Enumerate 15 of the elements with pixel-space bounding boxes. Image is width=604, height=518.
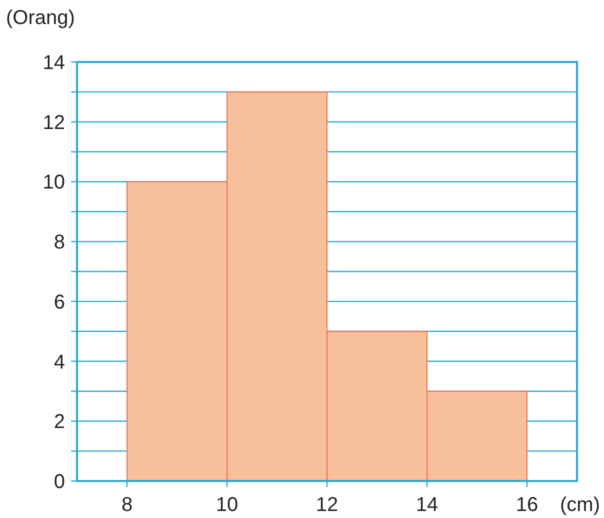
y-tick-label: 12	[42, 112, 65, 134]
y-tick-label: 6	[54, 291, 65, 314]
x-tick-label: 8	[121, 494, 133, 516]
y-tick-label: 4	[54, 351, 65, 374]
y-tick-label: 8	[54, 232, 65, 254]
y-tick-label: 14	[42, 52, 65, 74]
y-tick-label: 10	[42, 172, 65, 194]
y-axis-title: (Orang)	[6, 7, 75, 29]
y-tick-label: 0	[54, 471, 65, 493]
x-tick-label: 14	[416, 494, 438, 516]
x-tick-label: 10	[216, 494, 238, 516]
y-tick-label: 2	[54, 411, 65, 434]
x-axis-title: (cm)	[560, 494, 600, 516]
x-tick-label: 12	[316, 494, 338, 516]
x-tick-label: 16	[516, 494, 538, 516]
